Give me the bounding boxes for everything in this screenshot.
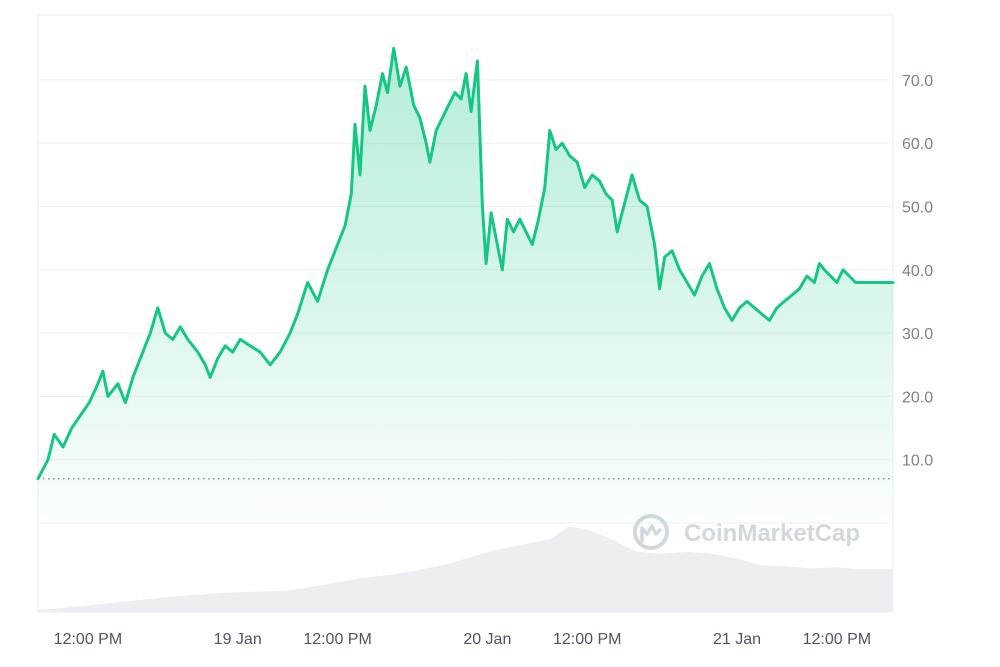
volume-bars	[38, 526, 893, 612]
price-area-fill	[38, 48, 893, 524]
x-tick-label: 12:00 PM	[54, 631, 122, 648]
x-tick-label: 12:00 PM	[803, 631, 871, 648]
price-line-path	[36, 46, 895, 481]
y-tick-label: 10.0	[902, 453, 933, 470]
y-tick-label: 20.0	[902, 389, 933, 406]
y-tick-label: 60.0	[902, 136, 933, 153]
x-tick-label: 19 Jan	[214, 631, 262, 648]
x-tick-label: 20 Jan	[463, 631, 511, 648]
price-area	[38, 48, 893, 524]
x-axis: 12:00 PM 19 Jan 12:00 PM 20 Jan 12:00 PM 21 J…	[54, 631, 871, 648]
volume-area	[38, 526, 893, 612]
y-tick-label: 30.0	[902, 326, 933, 343]
x-tick-label: 12:00 PM	[553, 631, 621, 648]
y-tick-label: 50.0	[902, 200, 933, 217]
y-tick-label: 40.0	[902, 263, 933, 280]
y-tick-label: 70.0	[902, 73, 933, 90]
watermark: CoinMarketCap	[633, 514, 860, 550]
watermark-brand: CoinMarketCap	[684, 520, 860, 547]
x-tick-label: 21 Jan	[713, 631, 761, 648]
price-line	[36, 46, 895, 481]
y-axis: 10.0 20.0 30.0 40.0 50.0 60.0 70.0	[902, 73, 933, 470]
x-tick-label: 12:00 PM	[303, 631, 371, 648]
